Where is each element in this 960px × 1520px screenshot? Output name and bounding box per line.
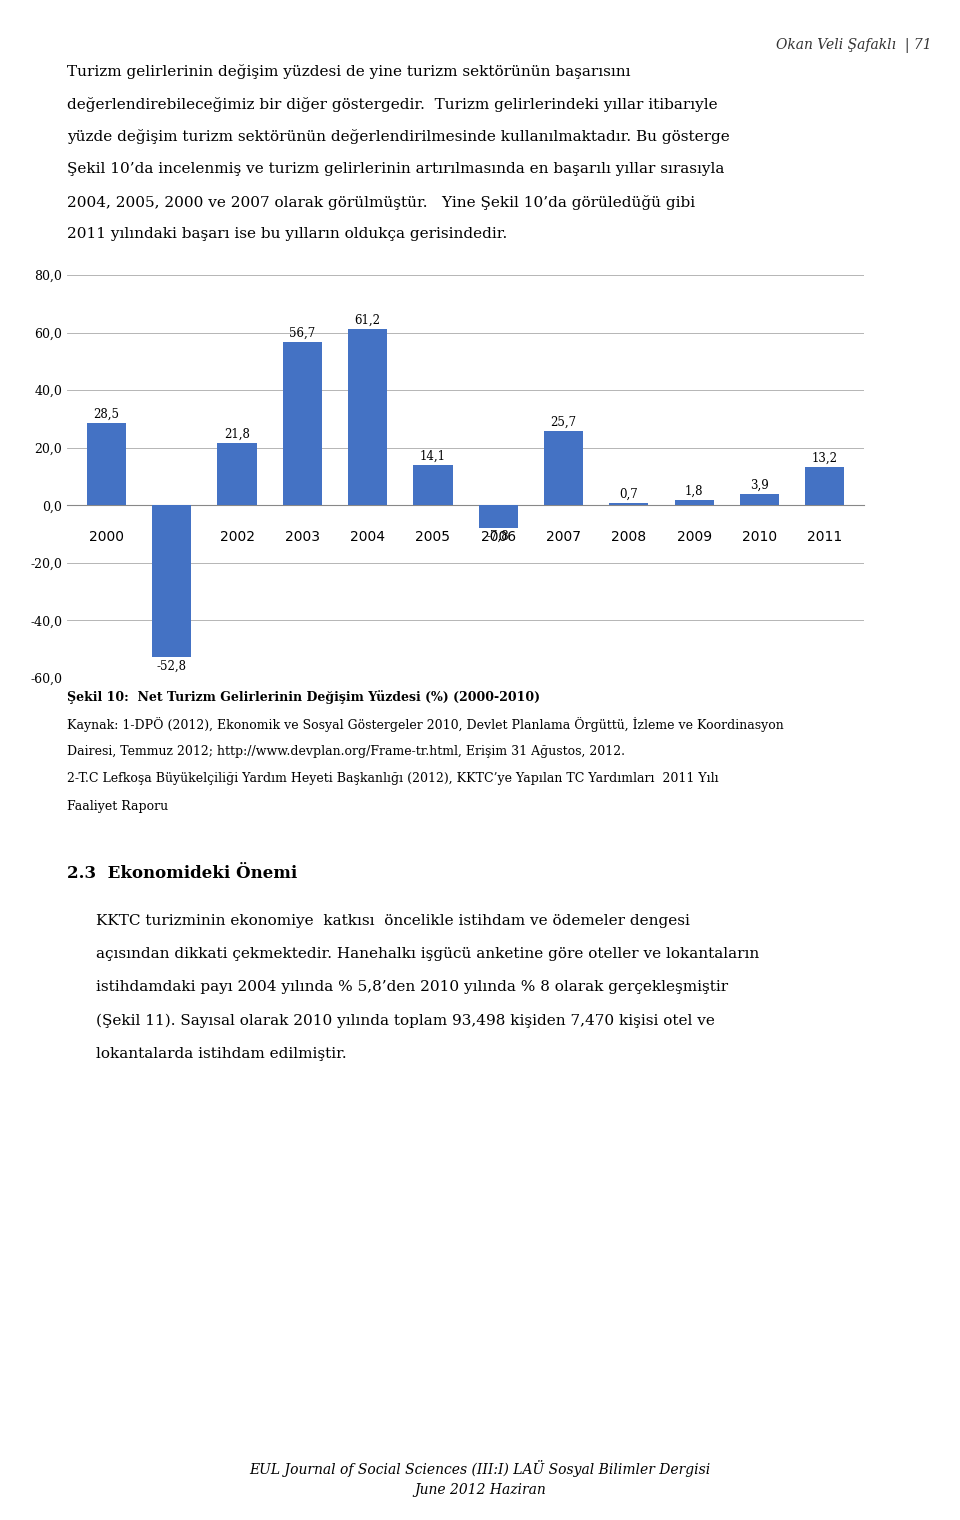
Text: -7,8: -7,8 — [487, 530, 510, 543]
Text: (Şekil 11). Sayısal olarak 2010 yılında toplam 93,498 kişiden 7,470 kişisi otel : (Şekil 11). Sayısal olarak 2010 yılında … — [96, 1014, 715, 1028]
Text: 2-T.C Lefkoşa Büyükelçiliği Yardım Heyeti Başkanlığı (2012), KKTC’ye Yapılan TC : 2-T.C Lefkoşa Büyükelçiliği Yardım Heyet… — [67, 772, 719, 786]
Text: Dairesi, Temmuz 2012; http://www.devplan.org/Frame-tr.html, Erişim 31 Ağustos, 2: Dairesi, Temmuz 2012; http://www.devplan… — [67, 745, 625, 758]
Text: Şekil 10’da incelenmiş ve turizm gelirlerinin artırılmasında en başarılı yıllar : Şekil 10’da incelenmiş ve turizm gelirle… — [67, 163, 725, 176]
Text: 3,9: 3,9 — [750, 479, 769, 492]
Text: Faaliyet Raporu: Faaliyet Raporu — [67, 800, 168, 813]
Text: yüzde değişim turizm sektörünün değerlendirilmesinde kullanılmaktadır. Bu göster: yüzde değişim turizm sektörünün değerlen… — [67, 129, 730, 144]
Bar — [479, 505, 517, 527]
Text: istihdamdaki payı 2004 yılında % 5,8’den 2010 yılında % 8 olarak gerçekleşmiştir: istihdamdaki payı 2004 yılında % 5,8’den… — [96, 980, 728, 994]
Bar — [805, 467, 845, 505]
Text: 14,1: 14,1 — [420, 450, 446, 462]
Text: -52,8: -52,8 — [156, 660, 186, 672]
Text: 2011 yılındaki başarı ise bu yılların oldukça gerisindedir.: 2011 yılındaki başarı ise bu yılların ol… — [67, 228, 508, 242]
Text: 61,2: 61,2 — [354, 315, 380, 327]
Text: Kaynak: 1-DPÖ (2012), Ekonomik ve Sosyal Göstergeler 2010, Devlet Planlama Örgüt: Kaynak: 1-DPÖ (2012), Ekonomik ve Sosyal… — [67, 717, 784, 733]
Bar — [86, 423, 126, 505]
Bar — [544, 432, 583, 505]
Text: KKTC turizminin ekonomiye  katkısı  öncelikle istihdam ve ödemeler dengesi: KKTC turizminin ekonomiye katkısı önceli… — [96, 914, 690, 927]
Text: Şekil 10:  Net Turizm Gelirlerinin Değişim Yüzdesi (%) (2000-2010): Şekil 10: Net Turizm Gelirlerinin Değişi… — [67, 690, 540, 704]
Bar — [283, 342, 322, 505]
Bar — [675, 500, 714, 505]
Bar — [217, 442, 256, 505]
Text: 2004, 2005, 2000 ve 2007 olarak görülmüştür.   Yine Şekil 10’da görüledüğü gibi: 2004, 2005, 2000 ve 2007 olarak görülmüş… — [67, 195, 695, 210]
Text: 25,7: 25,7 — [550, 416, 577, 429]
Bar — [610, 503, 648, 505]
Text: 1,8: 1,8 — [684, 485, 704, 499]
Text: Okan Veli Şafaklı  | 71: Okan Veli Şafaklı | 71 — [776, 38, 931, 53]
Bar — [152, 505, 191, 657]
Text: lokantalarda istihdam edilmiştir.: lokantalarda istihdam edilmiştir. — [96, 1047, 347, 1061]
Text: EUL Journal of Social Sciences (III:I) LAÜ Sosyal Bilimler Dergisi: EUL Journal of Social Sciences (III:I) L… — [250, 1461, 710, 1477]
Text: açısından dikkati çekmektedir. Hanehalkı işgücü anketine göre oteller ve lokanta: açısından dikkati çekmektedir. Hanehalkı… — [96, 947, 759, 961]
Text: değerlendirebileceğimiz bir diğer göstergedir.  Turizm gelirlerindeki yıllar iti: değerlendirebileceğimiz bir diğer göster… — [67, 97, 718, 111]
Text: 56,7: 56,7 — [289, 327, 316, 340]
Text: 2.3  Ekonomideki Önemi: 2.3 Ekonomideki Önemi — [67, 865, 298, 882]
Text: Turizm gelirlerinin değişim yüzdesi de yine turizm sektörünün başarısını: Turizm gelirlerinin değişim yüzdesi de y… — [67, 64, 631, 79]
Text: 28,5: 28,5 — [93, 407, 119, 421]
Text: June 2012 Haziran: June 2012 Haziran — [414, 1484, 546, 1497]
Text: 0,7: 0,7 — [619, 488, 638, 502]
Bar — [414, 465, 452, 505]
Bar — [348, 330, 387, 505]
Text: 13,2: 13,2 — [812, 451, 838, 465]
Bar — [740, 494, 780, 505]
Text: 21,8: 21,8 — [224, 427, 250, 441]
